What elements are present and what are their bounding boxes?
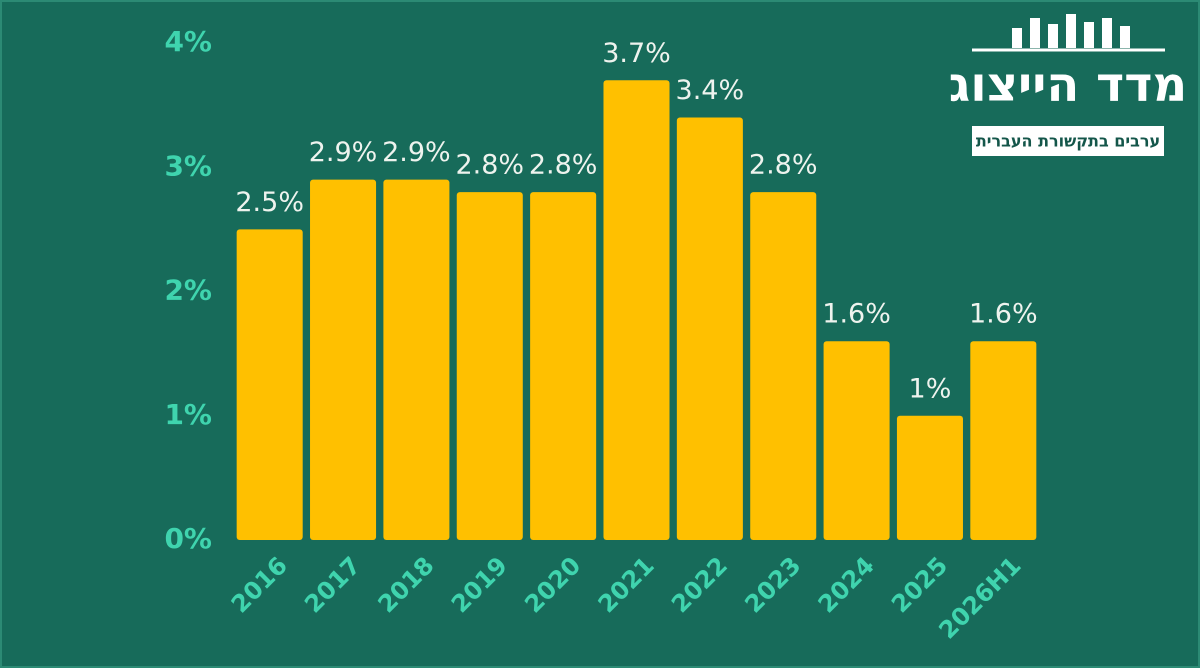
bar [236,229,303,540]
value-label: 2.8% [749,150,818,181]
bar [970,341,1037,540]
y-tick-label: 0% [164,522,212,555]
y-tick-label: 3% [164,149,212,182]
value-label: 2.8% [529,150,598,181]
bar [456,192,523,540]
logo-subtitle: ערבים בתקשורת העברית [976,132,1160,151]
logo-title: מדד הייצוג [949,57,1187,113]
value-label: 3.7% [602,38,671,69]
bar [750,192,817,540]
bar [676,117,743,541]
logo: מדד הייצוג ערבים בתקשורת העברית [949,14,1187,156]
value-label: 2.8% [455,150,524,181]
value-label: 2.9% [382,137,451,168]
y-tick-label: 1% [164,398,212,431]
logo-icon [1012,14,1130,48]
value-label: 2.5% [235,187,304,218]
bar [896,415,963,540]
bar [530,192,597,540]
value-label: 3.4% [676,75,745,106]
value-label: 1.6% [969,299,1038,330]
value-label: 2.9% [309,137,378,168]
bar [310,179,377,541]
bar [603,80,670,541]
y-tick-label: 2% [164,274,212,307]
y-tick-label: 4% [164,25,212,58]
bar [823,341,890,540]
bar [383,179,450,541]
value-label: 1% [909,373,952,404]
value-label: 1.6% [822,299,891,330]
logo-box [972,126,1164,156]
